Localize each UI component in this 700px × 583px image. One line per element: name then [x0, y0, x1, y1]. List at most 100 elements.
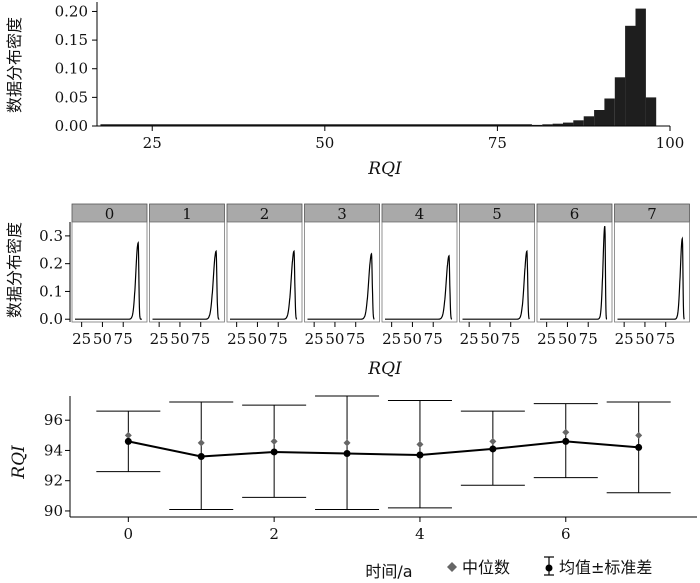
facet-density-curve: [152, 249, 220, 320]
facet-xtick-label: 50: [93, 330, 112, 348]
facet-xtick-label: 75: [424, 330, 443, 348]
facet-density-curve: [75, 240, 142, 320]
facet-strip-label: 4: [415, 205, 425, 223]
legend-median-label: 中位数: [462, 558, 510, 577]
facet-4: 4 25 50 75: [381, 203, 458, 348]
facet-strip-label: 6: [570, 205, 580, 223]
histogram-bar: [625, 25, 636, 126]
facet-xtick-label: 50: [635, 330, 654, 348]
histogram-bar: [594, 110, 605, 126]
facet-xtick-label: 75: [579, 330, 598, 348]
histogram-bar: [573, 120, 584, 126]
facet-plot-area: [536, 221, 613, 323]
facet-plot-area: [459, 221, 535, 323]
facet-plot-area: [304, 221, 380, 323]
errorbar-ylabel: RQI: [9, 445, 29, 480]
facet-density-curve: [617, 236, 685, 320]
mean-point: [343, 449, 351, 457]
histogram-bar: [635, 8, 646, 127]
mean-point: [124, 437, 132, 445]
facet-3: 3 25 50 75: [304, 203, 380, 348]
facet-ytick-label: 0.2: [39, 255, 63, 273]
facet-strip-label: 0: [105, 205, 115, 223]
facet-xtick-label: 75: [346, 330, 365, 348]
histogram-xtick-label: 100: [656, 134, 685, 152]
median-point: [562, 428, 570, 436]
facet-density-curve: [540, 226, 608, 320]
histogram-ylabel: 数据分布密度: [5, 17, 24, 113]
histogram-xtick-label: 50: [315, 134, 334, 152]
median-point: [197, 439, 205, 447]
mean-point: [416, 451, 424, 459]
histogram-ytick-label: 0.00: [55, 117, 88, 135]
histogram-xlabel: RQI: [367, 159, 402, 179]
histogram-bar: [552, 123, 563, 126]
facet-strip-label: 5: [492, 205, 502, 223]
histogram-ytick-label: 0.15: [55, 31, 88, 49]
facet-ytick-label: 0.0: [39, 310, 63, 328]
legend: 中位数 均值±标准差: [447, 556, 652, 577]
mean-point: [635, 443, 643, 451]
median-point: [489, 437, 497, 445]
mean-point: [270, 448, 278, 456]
facet-xtick-label: 75: [501, 330, 520, 348]
facet-xtick-label: 75: [191, 330, 210, 348]
facet-xtick-label: 25: [227, 330, 246, 348]
histogram-bar: [645, 97, 657, 126]
facet-xtick-label: 50: [325, 330, 344, 348]
facet-xtick-label: 50: [480, 330, 499, 348]
mean-point: [562, 437, 570, 445]
histogram-bar: [614, 77, 626, 126]
facet-ytick-label: 0.1: [39, 282, 63, 300]
facet-strip-label: 1: [182, 205, 192, 223]
facet-0: 0 25 50 75: [71, 203, 148, 348]
median-point: [416, 440, 424, 448]
facet-plot-area: [381, 221, 458, 323]
legend-errorbar-glyph: [544, 556, 554, 576]
facet-plot-area: [149, 221, 225, 323]
errorbar-xtick-label: 0: [124, 525, 134, 543]
errorbar-ytick-label: 94: [44, 441, 63, 459]
histogram-bar: [583, 116, 595, 126]
facet-xtick-label: 25: [460, 330, 479, 348]
facet-xtick-label: 50: [403, 330, 422, 348]
facet-xtick-label: 25: [382, 330, 401, 348]
errorbar-xtick-label: 2: [269, 525, 279, 543]
legend-median-diamond: [447, 562, 457, 572]
errorbar-ytick-label: 92: [44, 472, 63, 490]
facet-density-curve: [462, 249, 530, 320]
median-point: [343, 439, 351, 447]
facet-xtick-label: 50: [248, 330, 267, 348]
facet-density-curve: [307, 252, 375, 320]
histogram-xtick-label: 25: [143, 134, 162, 152]
facet-strip-label: 7: [647, 205, 657, 223]
facet-xtick-label: 50: [170, 330, 189, 348]
facet-strip-label: 2: [260, 205, 270, 223]
facet-xtick-label: 75: [114, 330, 133, 348]
facet-xtick-label: 25: [615, 330, 634, 348]
errorbar-panel: RQI 90 92 94 96 0 2 4 6 时间/a 中位数 均值±标准差: [9, 395, 697, 581]
facet-ytick-label: 0.3: [39, 227, 63, 245]
histogram-xtick-label: 75: [488, 134, 507, 152]
facet-plot-area: [71, 221, 148, 323]
histogram-ytick-label: 0.10: [55, 60, 88, 78]
histogram-panel: 数据分布密度 0.00 0.05 0.10 0.15 0.20 25 50 75 100 RQ…: [5, 2, 684, 179]
facet-xlabel: RQI: [367, 359, 402, 379]
mean-point: [489, 445, 497, 453]
errorbar-xlabel: 时间/a: [365, 562, 412, 581]
histogram-ytick-label: 0.05: [55, 88, 88, 106]
errorbar-xtick-label: 4: [415, 525, 425, 543]
facet-xtick-label: 75: [269, 330, 288, 348]
facet-density-curve: [230, 249, 298, 320]
errorbar-ytick-label: 96: [44, 411, 63, 429]
facet-5: 5 25 50 75: [459, 203, 535, 348]
histogram-bar: [563, 122, 574, 126]
histogram-ytick-label: 0.20: [55, 2, 88, 20]
histogram-bar: [531, 124, 543, 126]
facet-xtick-label: 25: [537, 330, 556, 348]
median-point: [270, 437, 278, 445]
mean-line: [128, 440, 639, 458]
facet-6: 6 25 50 75: [536, 203, 613, 348]
facet-plot-area: [226, 221, 303, 323]
